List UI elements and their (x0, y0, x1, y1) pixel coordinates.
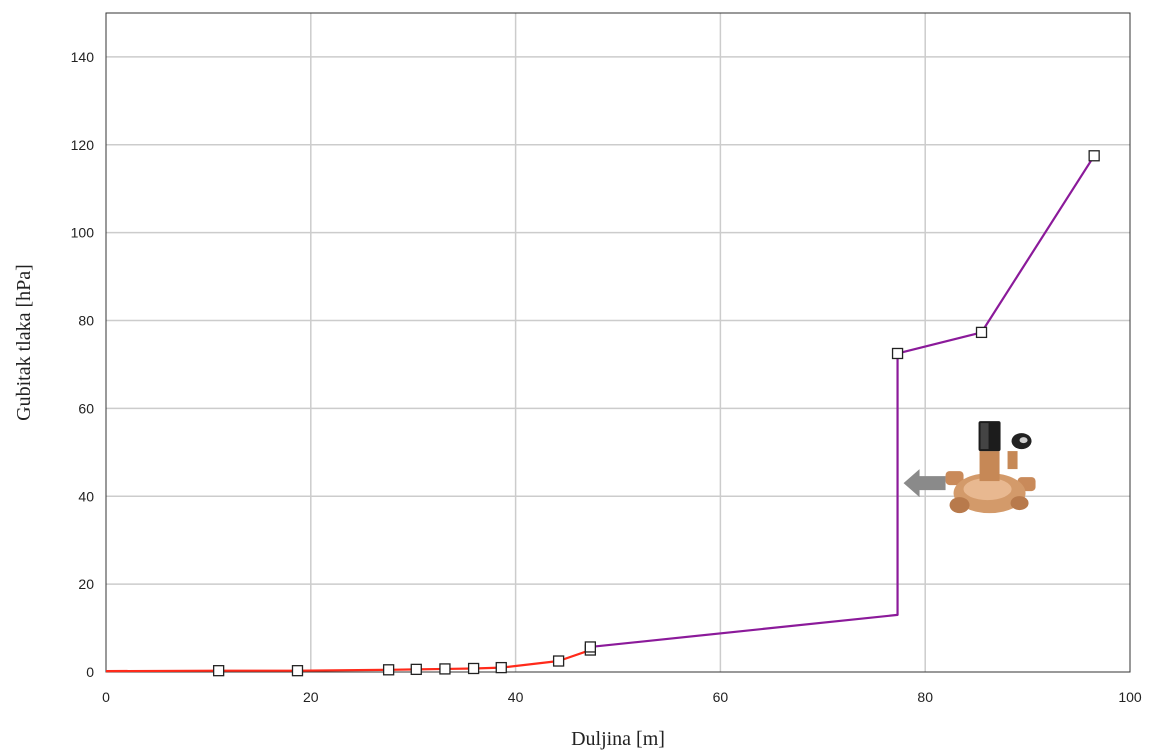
arrow-left-icon (903, 469, 946, 498)
data-point-marker (212, 665, 225, 677)
data-point-marker (467, 662, 480, 675)
x-tick-label: 100 (1118, 689, 1142, 705)
x-tick-label: 80 (917, 689, 933, 705)
y-tick-label: 120 (71, 137, 95, 153)
data-point-marker (410, 663, 422, 676)
series-line-1 (105, 648, 591, 673)
y-tick-label: 100 (71, 225, 95, 241)
data-point-marker (439, 663, 451, 675)
data-point-marker (891, 347, 904, 360)
data-point-marker (1088, 150, 1100, 162)
valve-icon (945, 421, 1036, 514)
x-tick-label: 60 (713, 689, 729, 705)
y-tick-label: 60 (78, 400, 94, 416)
grid (106, 13, 1130, 672)
y-tick-label: 40 (78, 488, 94, 504)
data-point-marker (975, 326, 988, 339)
x-tick-label: 20 (303, 689, 319, 705)
axis-ticks: 0 20 40 60 80 100 0 20 40 60 80 100 120 140 (71, 49, 1142, 705)
series-line-2 (590, 155, 1096, 649)
y-tick-label: 0 (86, 664, 94, 680)
data-point-marker (382, 664, 395, 676)
y-tick-label: 140 (71, 49, 95, 65)
data-point-marker (584, 641, 597, 653)
data-point-marker (291, 665, 304, 677)
data-point-marker (552, 655, 565, 667)
x-tick-label: 0 (102, 689, 110, 705)
valve-annotation (903, 421, 1036, 514)
y-tick-label: 20 (78, 576, 94, 592)
y-tick-label: 80 (78, 313, 94, 329)
y-axis-label: Gubitak tlaka [hPa] (13, 264, 35, 421)
x-tick-label: 40 (508, 689, 524, 705)
markers (212, 150, 1100, 677)
plot-frame (105, 12, 1131, 673)
x-axis-label: Duljina [m] (571, 728, 665, 750)
data-point-marker (495, 661, 507, 674)
